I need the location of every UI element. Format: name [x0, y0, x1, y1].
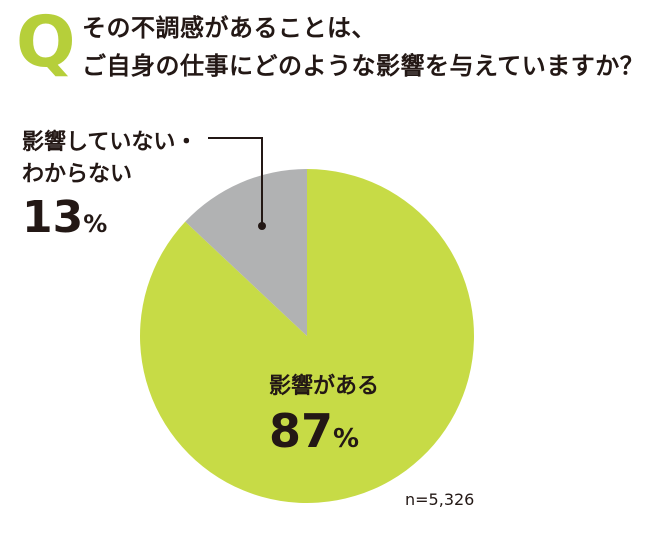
leader-line [208, 137, 263, 226]
pie-slice-no-impact [185, 169, 307, 336]
slice-value-impact: 87% [269, 408, 359, 454]
pie-slices [140, 169, 474, 503]
slice-value-number-no-impact: 13 [22, 192, 84, 243]
slice-value-unit-impact: % [333, 424, 360, 454]
sample-size: n=5,326 [405, 490, 475, 509]
slice-value-unit-no-impact: % [83, 210, 108, 238]
question-text-line1: その不調感があることは、 [82, 14, 376, 42]
question-mark: Q [16, 1, 76, 83]
question-text-line2: ご自身の仕事にどのような影響を与えていますか？ [82, 52, 645, 80]
slice-label-line2-no-impact: わからない [22, 162, 133, 187]
slice-value-number-impact: 87 [269, 404, 334, 458]
slice-value-no-impact: 13% [22, 196, 107, 240]
leader-dot [258, 222, 266, 230]
pie-slice-impact [140, 169, 474, 503]
slice-label-impact: 影響がある [269, 374, 380, 399]
slice-label-line1-no-impact: 影響していない・ [22, 130, 198, 155]
